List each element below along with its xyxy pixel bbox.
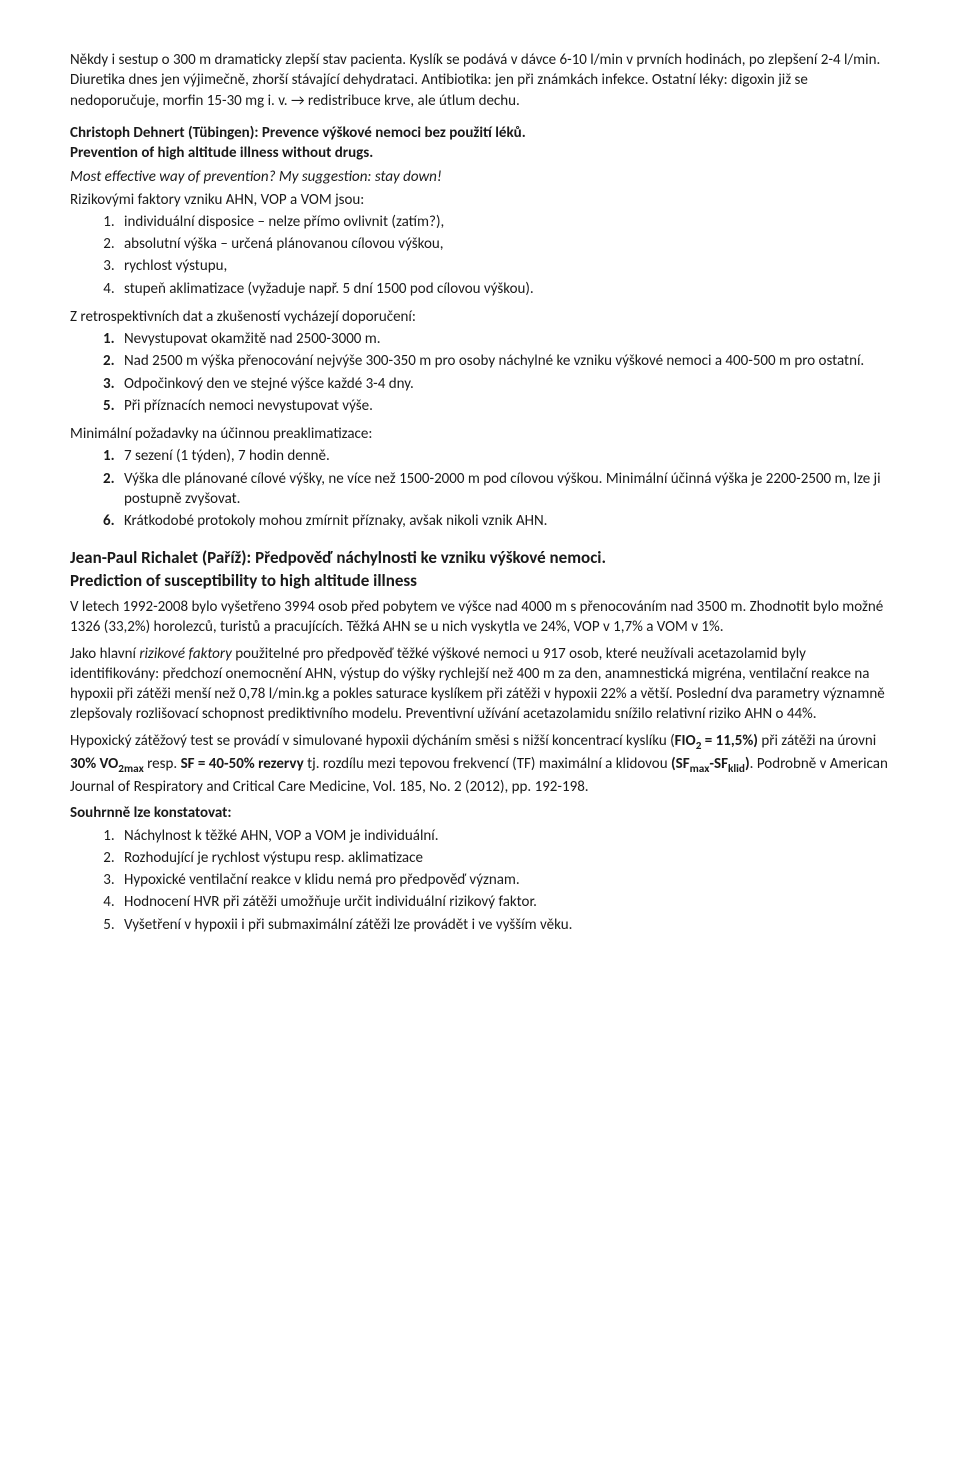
list-item: stupeň aklimatizace (vyžaduje např. 5 dn… <box>118 279 890 299</box>
text: Hypoxický zátěžový test se provádí v sim… <box>70 732 675 750</box>
subscript: max <box>690 762 710 776</box>
bold-text: -SF <box>709 755 728 773</box>
text: resp. <box>144 755 181 773</box>
list-item: Náchylnost k těžké AHN, VOP a VOM je ind… <box>118 826 890 846</box>
list-item: Odpočinkový den ve stejné výšce každé 3-… <box>118 374 890 394</box>
title-cz: Christoph Dehnert (Tübingen): Prevence v… <box>70 124 526 142</box>
list-item: Hodnocení HVR při zátěži umožňuje určit … <box>118 892 890 912</box>
list-item: Krátkodobé protokoly mohou zmírnit přízn… <box>118 511 890 531</box>
section-title-richalet: Jean-Paul Richalet (Paříž): Předpověď ná… <box>70 547 890 593</box>
section-title-dehnert: Christoph Dehnert (Tübingen): Prevence v… <box>70 123 890 164</box>
list-item: Hypoxické ventilační reakce v klidu nemá… <box>118 870 890 890</box>
paragraph-risk-factors: Jako hlavní rizikové faktory použitelné … <box>70 644 890 725</box>
text: Jako hlavní <box>70 645 139 663</box>
bold-text: = 11,5%) <box>701 732 758 750</box>
bold-text: FIO <box>675 732 696 750</box>
paragraph-hypoxic-test: Hypoxický zátěžový test se provádí v sim… <box>70 731 890 798</box>
recommendations-list: Nevystupovat okamžitě nad 2500-3000 m. N… <box>70 329 890 416</box>
list-item: absolutní výška – určená plánovanou cílo… <box>118 234 890 254</box>
subscript: 2max <box>118 762 143 776</box>
summary-list: Náchylnost k těžké AHN, VOP a VOM je ind… <box>70 826 890 935</box>
summary-intro: Souhrnně lze konstatovat: <box>70 803 890 823</box>
preacclim-intro: Minimální požadavky na účinnou preaklima… <box>70 424 890 444</box>
list-item: Nad 2500 m výška přenocování nejvýše 300… <box>118 351 890 371</box>
risk-factors-list: individuální disposice – nelze přímo ovl… <box>70 212 890 299</box>
text: tj. rozdílu mezi tepovou frekvencí (TF) … <box>304 755 671 773</box>
title-en: Prediction of susceptibility to high alt… <box>70 570 417 591</box>
list-item: Výška dle plánované cílové výšky, ne víc… <box>118 469 890 510</box>
recommendations-intro: Z retrospektivních dat a zkušeností vych… <box>70 307 890 327</box>
title-cz: Jean-Paul Richalet (Paříž): Předpověď ná… <box>70 547 606 568</box>
preacclim-list: 7 sezení (1 týden), 7 hodin denně. Výška… <box>70 446 890 531</box>
list-item: 7 sezení (1 týden), 7 hodin denně. <box>118 446 890 466</box>
subscript: klid <box>728 762 745 776</box>
list-item: rychlost výstupu, <box>118 256 890 276</box>
list-item: Při příznacích nemoci nevystupovat výše. <box>118 396 890 416</box>
italic-quote: Most effective way of prevention? My sug… <box>70 167 890 187</box>
list-item: Nevystupovat okamžitě nad 2500-3000 m. <box>118 329 890 349</box>
title-en: Prevention of high altitude illness with… <box>70 144 373 162</box>
paragraph-intro: Někdy i sestup o 300 m dramaticky zlepší… <box>70 50 890 111</box>
text: při zátěži na úrovni <box>758 732 876 750</box>
paragraph-study: V letech 1992-2008 bylo vyšetřeno 3994 o… <box>70 597 890 638</box>
list-item: Vyšetření v hypoxii i při submaximální z… <box>118 915 890 935</box>
risk-factors-intro: Rizikovými faktory vzniku AHN, VOP a VOM… <box>70 190 890 210</box>
bold-text: (SF <box>671 755 690 773</box>
bold-text: 30% VO <box>70 755 118 773</box>
bold-text: SF = 40-50% rezervy <box>181 755 304 773</box>
list-item: Rozhodující je rychlost výstupu resp. ak… <box>118 848 890 868</box>
italic-text: rizikové faktory <box>139 645 231 663</box>
list-item: individuální disposice – nelze přímo ovl… <box>118 212 890 232</box>
